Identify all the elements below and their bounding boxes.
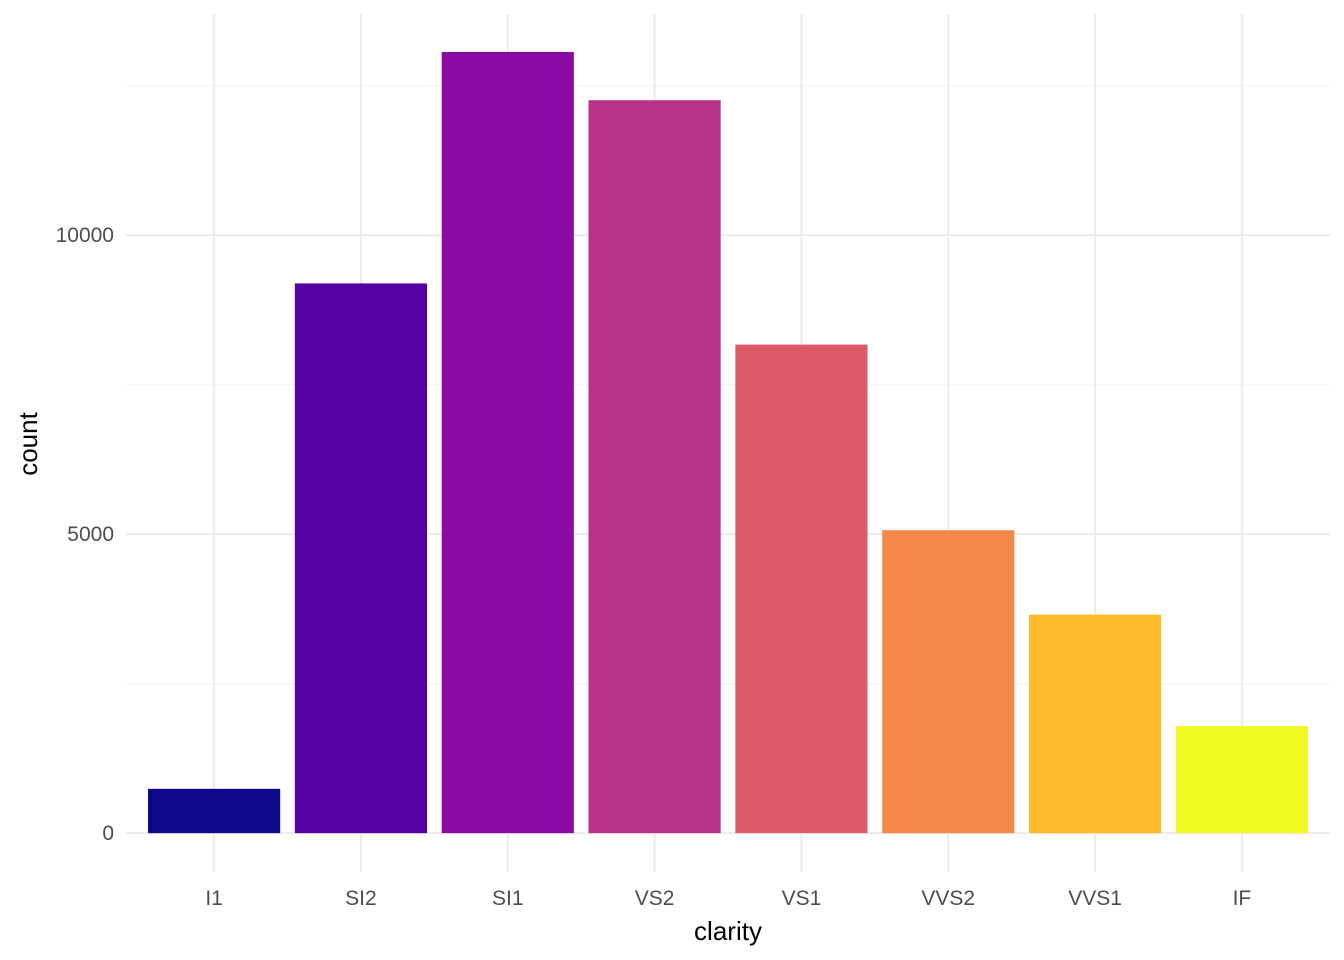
y-tick-label: 5000: [67, 523, 114, 546]
x-tick-label: VVS2: [921, 887, 975, 910]
y-axis-ticks: 0 5000 10000: [56, 224, 114, 845]
x-tick-label: VS2: [635, 887, 675, 910]
bar-vs2: [588, 100, 721, 834]
x-tick-label: VS1: [782, 887, 822, 910]
bar-si2: [294, 283, 427, 834]
x-tick-label: SI2: [345, 887, 377, 910]
x-tick-label: SI1: [492, 887, 524, 910]
x-tick-label: IF: [1233, 887, 1252, 910]
x-tick-label: I1: [205, 887, 223, 910]
x-tick-label: VVS1: [1068, 887, 1122, 910]
bar-i1: [148, 788, 281, 834]
y-tick-label: 0: [102, 822, 114, 845]
y-axis-title: count: [13, 411, 43, 475]
bar-si1: [441, 51, 574, 834]
bars: [148, 51, 1308, 834]
bar-vs1: [735, 344, 868, 834]
bar-if: [1175, 726, 1308, 834]
x-axis-title: clarity: [694, 916, 762, 946]
x-axis-ticks: I1 SI2 SI1 VS2 VS1 VVS2 VVS1 IF: [205, 887, 1251, 910]
bar-vvs2: [882, 530, 1015, 834]
bar-vvs1: [1029, 614, 1162, 834]
y-tick-label: 10000: [56, 224, 114, 247]
